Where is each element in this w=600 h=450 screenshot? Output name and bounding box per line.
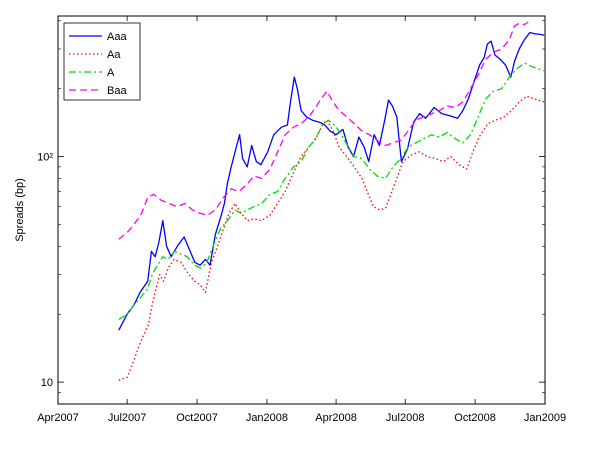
x-tick-label: Jul2007 xyxy=(108,412,147,424)
legend-label-aa: Aa xyxy=(107,49,121,61)
axes-layer xyxy=(57,15,546,405)
plot-frame xyxy=(57,15,546,405)
x-tick-label: Jan2008 xyxy=(246,412,288,424)
series-line-aaa xyxy=(118,31,545,331)
x-tick-label: Oct2007 xyxy=(176,412,218,424)
x-axis: Apr2007 Jul2007 Oct2007 Jan2008 Apr2008 Jul20… xyxy=(37,16,566,424)
y-tick-label: 10 xyxy=(41,377,53,389)
series-layer xyxy=(118,21,545,381)
legend-label-baa: Baa xyxy=(107,85,127,97)
x-tick-label: Jul2008 xyxy=(386,412,425,424)
legend: Aaa Aa A Baa xyxy=(63,22,141,101)
legend-label-a: A xyxy=(107,67,115,79)
legend-label-aaa: Aaa xyxy=(107,31,127,43)
x-tick-label: Jan2009 xyxy=(524,412,566,424)
legend-box xyxy=(63,22,141,101)
series-line-baa xyxy=(118,21,529,240)
series-line-a xyxy=(118,62,545,320)
x-tick-label: Oct2008 xyxy=(454,412,496,424)
y-axis: 10 10² xyxy=(37,20,545,405)
y-tick-label: 10² xyxy=(37,152,53,164)
x-tick-label: Apr2007 xyxy=(37,412,79,424)
y-axis-label: Spreads (bp) xyxy=(14,178,26,242)
x-tick-label: Apr2008 xyxy=(315,412,357,424)
